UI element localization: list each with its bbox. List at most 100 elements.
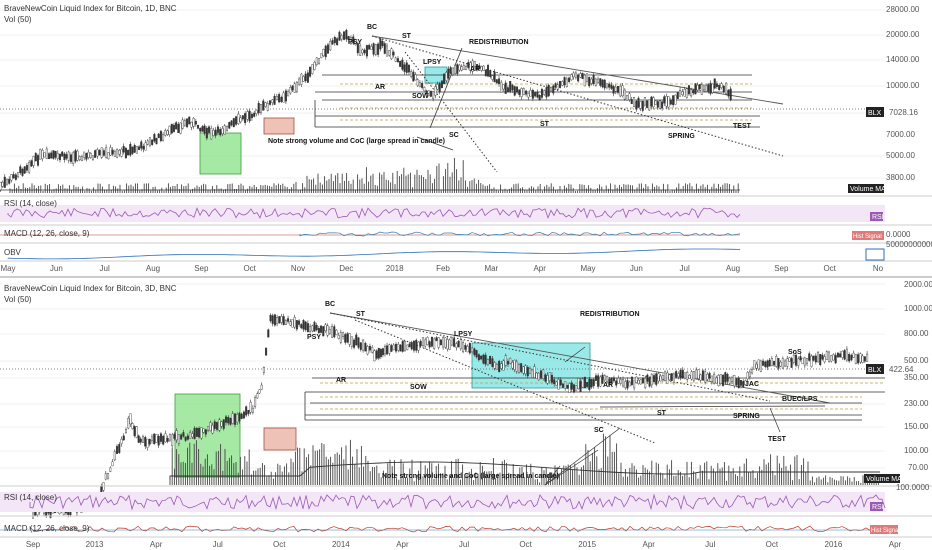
candle-body	[836, 352, 839, 358]
candle-body	[5, 179, 8, 185]
candle-body	[828, 351, 831, 363]
candle-body	[362, 339, 365, 351]
candle-body	[433, 338, 436, 349]
candle-body	[241, 115, 244, 120]
candle-body	[686, 371, 689, 380]
candle-body	[753, 360, 756, 370]
candle-body	[701, 370, 704, 381]
candle-body	[146, 140, 149, 145]
candle-body	[848, 353, 851, 362]
candle-body	[406, 344, 409, 351]
top-rsi-panel: RSI (14, close) RSI	[0, 199, 885, 222]
candle-body	[65, 154, 68, 159]
candle-body	[744, 380, 747, 386]
candle-body	[779, 361, 782, 367]
candle-body	[212, 129, 215, 136]
candle-body	[168, 125, 171, 135]
ann-bc-top: BC	[367, 24, 377, 31]
candle-body	[527, 93, 530, 98]
candle-body	[834, 355, 837, 364]
top-price-badge-value: 7028.16	[889, 108, 918, 117]
candle-body	[586, 382, 589, 387]
candle-body	[547, 84, 550, 97]
candle-body	[817, 352, 820, 363]
candle-body	[502, 360, 505, 371]
candle-body	[104, 473, 107, 480]
candle-body	[223, 125, 226, 135]
candle-body	[437, 337, 440, 348]
candle-body	[619, 85, 622, 97]
candle-body	[777, 358, 780, 369]
candle-body	[491, 75, 494, 80]
candle-body	[462, 65, 465, 70]
candle-body	[706, 374, 709, 380]
candle-body	[544, 374, 547, 382]
candle-body	[784, 360, 787, 367]
candle-body	[339, 332, 342, 343]
top-y-tick: 28000.00	[886, 5, 920, 14]
candle-body	[390, 48, 393, 60]
candle-body	[594, 375, 597, 381]
candle-body	[124, 429, 127, 433]
candle-body	[722, 85, 725, 92]
bottom-rsi-badge	[870, 502, 883, 511]
candle-body	[592, 379, 595, 387]
candle-body	[498, 360, 501, 373]
candle-body	[0, 181, 2, 191]
candle-body	[230, 120, 233, 126]
candle-body	[324, 324, 327, 332]
candle-body	[570, 382, 573, 390]
candle-body	[764, 361, 767, 367]
candle-body	[293, 83, 296, 93]
candle-body	[284, 90, 287, 102]
candle-body	[416, 79, 419, 86]
candle-body	[193, 427, 196, 440]
candle-body	[579, 381, 582, 392]
candle-body	[681, 369, 684, 378]
candle-body	[257, 102, 260, 114]
candle-body	[23, 166, 26, 174]
candle-body	[615, 380, 618, 386]
candle-body	[357, 337, 360, 348]
candle-body	[692, 371, 695, 381]
candle-body	[373, 350, 376, 362]
candle-body	[306, 323, 309, 333]
candle-body	[304, 73, 307, 81]
candle-body	[471, 347, 474, 353]
ann-spring-bottom: SPRING	[733, 413, 760, 420]
candle-body	[717, 375, 720, 387]
candle-body	[120, 149, 123, 157]
candle-body	[707, 84, 710, 92]
candle-body	[513, 86, 516, 96]
candle-body	[654, 100, 657, 105]
candle-body	[377, 43, 380, 55]
candle-body	[298, 320, 301, 325]
candle-body	[715, 83, 718, 87]
x-tick-label: 2016	[825, 540, 843, 549]
candle-body	[144, 437, 147, 447]
candle-body	[516, 86, 519, 93]
candle-body	[236, 414, 239, 423]
candle-body	[449, 67, 452, 74]
candle-body	[107, 152, 110, 160]
candle-body	[189, 432, 192, 439]
candle-body	[517, 364, 520, 373]
candle-body	[293, 316, 296, 328]
candle-body	[679, 89, 682, 97]
candle-body	[221, 128, 224, 135]
top-rsi-badge-text: RSI	[872, 214, 884, 221]
x-tick-label: May	[580, 264, 595, 273]
candle-body	[718, 84, 721, 91]
candle-body	[672, 95, 675, 106]
candle-body	[473, 61, 476, 67]
candle-body	[45, 148, 48, 159]
candle-body	[720, 83, 723, 88]
candle-body	[245, 406, 248, 416]
candle-body	[473, 348, 476, 355]
candle-body	[172, 124, 175, 132]
candle-body	[710, 375, 713, 383]
candle-body	[375, 350, 378, 359]
bottom-y-tick: 100.00	[904, 446, 929, 455]
bottom-x-axis: Sep 2013 Apr Jul Oct 2014 Apr Jul Oct 2015 Apr Jul O…	[26, 540, 902, 549]
candle-body	[414, 74, 417, 81]
